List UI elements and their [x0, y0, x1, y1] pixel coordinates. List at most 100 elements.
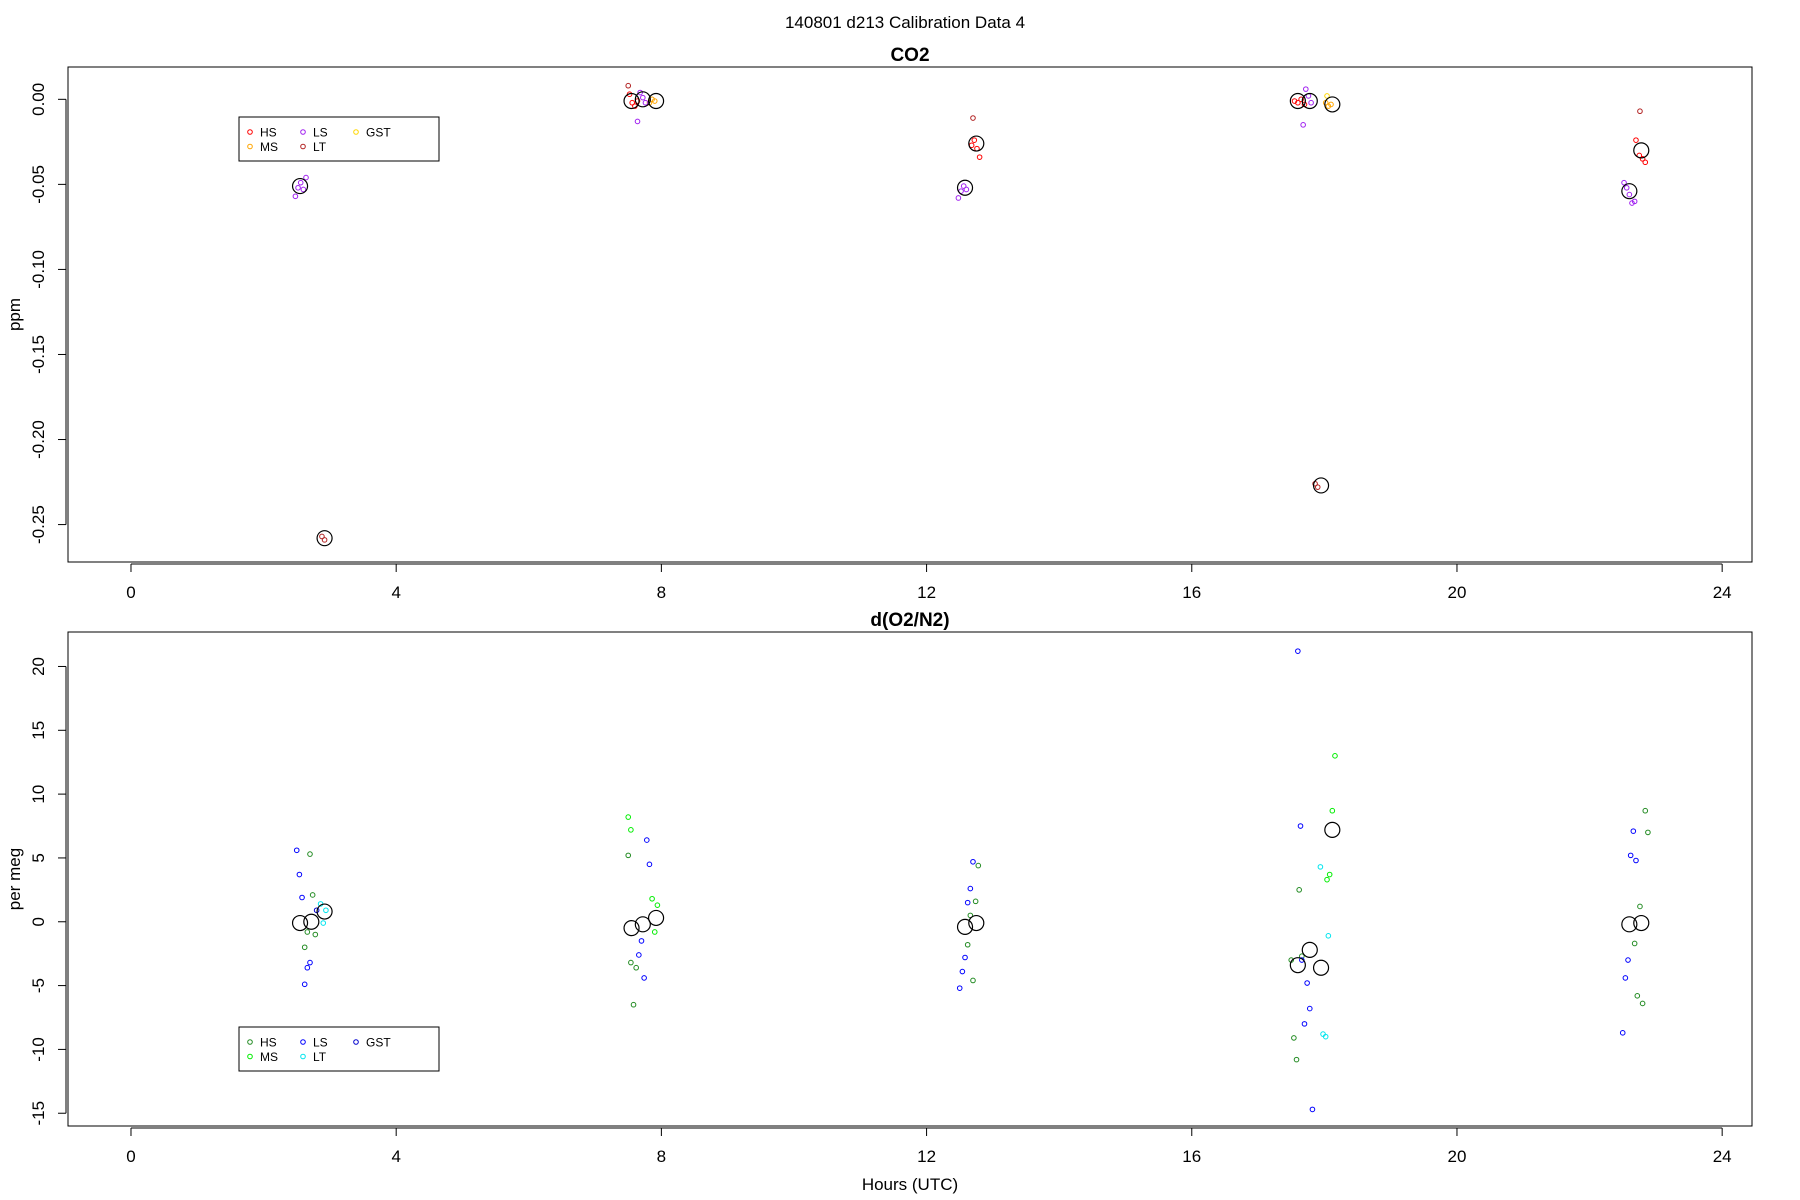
mean-point: [291, 914, 309, 932]
data-point: [976, 154, 983, 160]
data-point: [293, 847, 300, 854]
x-tick-label: 16: [1182, 583, 1201, 602]
data-point: [638, 938, 645, 944]
data-point: [971, 137, 978, 143]
data-point: [303, 174, 309, 181]
data-point: [637, 89, 643, 96]
data-point: [1298, 96, 1304, 103]
mean-point: [1301, 941, 1318, 958]
mean-point: [623, 92, 640, 110]
data-point: [1627, 852, 1634, 859]
legend-marker: [247, 1053, 253, 1060]
y-axis-label: ppm: [5, 298, 24, 331]
data-point: [1639, 1000, 1646, 1007]
data-point: [1295, 648, 1301, 654]
data-point: [651, 929, 658, 935]
data-point: [319, 533, 325, 540]
series-gst: [1324, 93, 1330, 99]
data-point: [320, 920, 327, 926]
mean-point: [1621, 183, 1638, 200]
mean-point: [291, 177, 309, 195]
mean-point: [1312, 959, 1330, 976]
data-point: [307, 851, 313, 857]
data-point: [301, 981, 308, 988]
data-point: [309, 892, 316, 898]
plot-frame: [67, 66, 1753, 563]
x-tick-label: 24: [1713, 583, 1732, 602]
data-point: [1642, 807, 1649, 814]
data-points: [291, 82, 1650, 547]
y-axis-label: per meg: [5, 848, 24, 910]
data-point: [1304, 980, 1310, 986]
legend-label: LS: [313, 1036, 328, 1050]
legend-marker: [247, 143, 253, 150]
legend-marker: [300, 143, 306, 150]
data-point: [964, 941, 971, 948]
x-axis: 0 4 8 12 16 20 24: [126, 563, 1732, 602]
y-tick-label: -0.15: [29, 335, 48, 374]
data-point: [1309, 1106, 1316, 1113]
data-point: [1332, 753, 1338, 759]
mean-point: [956, 179, 974, 196]
data-point: [1303, 86, 1309, 92]
data-point: [1324, 93, 1330, 99]
y-tick-label: 5: [29, 853, 48, 862]
x-tick-label: 20: [1448, 583, 1467, 602]
data-point: [1328, 101, 1334, 108]
data-point: [649, 895, 655, 902]
data-point: [625, 82, 632, 89]
mean-point: [647, 92, 665, 110]
data-point: [960, 183, 967, 189]
data-point: [641, 975, 647, 981]
mean-point: [1312, 477, 1330, 494]
data-point: [642, 99, 649, 106]
data-point: [1637, 108, 1643, 115]
data-point: [629, 99, 636, 106]
data-point: [1317, 864, 1324, 870]
data-point: [956, 985, 963, 991]
mean-point: [647, 909, 665, 927]
legend-label: HS: [260, 126, 277, 140]
series-ms: [625, 753, 1338, 935]
mean-point: [1633, 142, 1650, 159]
x-tick-label: 0: [126, 1147, 135, 1166]
data-point: [633, 964, 639, 971]
data-point: [1322, 1033, 1329, 1040]
legend-label: GST: [366, 126, 391, 140]
legend-marker: [300, 129, 306, 135]
y-tick-label: -0.25: [29, 505, 48, 544]
legend-marker: [353, 1039, 359, 1045]
co2-panel: CO2 0 4 8 12 16 20 24 0.00 -0.05 -0.10 -0.15 -0.20 -0…: [5, 45, 1753, 602]
data-point: [1631, 198, 1638, 205]
data-point: [634, 118, 641, 125]
data-point: [972, 898, 979, 905]
panel-title: d(O2/N2): [870, 610, 949, 631]
mean-point: [316, 530, 333, 547]
data-point: [1306, 1005, 1313, 1012]
data-point: [651, 98, 658, 104]
y-tick-label: -5: [29, 978, 48, 993]
data-point: [304, 929, 311, 935]
data-point: [1291, 1035, 1297, 1041]
legend-label: LS: [313, 126, 328, 140]
data-point: [975, 862, 982, 869]
legend-label: MS: [260, 1050, 278, 1064]
data-point: [1300, 122, 1306, 128]
y-tick-label: 20: [29, 657, 48, 676]
series-hs: [626, 91, 1649, 166]
data-point: [643, 837, 650, 843]
mean-point: [968, 914, 985, 932]
data-point: [1324, 876, 1330, 883]
data-point: [1308, 99, 1314, 106]
legend-marker: [300, 1053, 306, 1060]
mean-point: [1289, 92, 1306, 110]
y-tick-label: -15: [29, 1101, 48, 1126]
panel-title: CO2: [890, 45, 929, 66]
data-point: [1639, 156, 1646, 162]
legend-marker: [247, 129, 253, 135]
mean-point: [1289, 957, 1306, 974]
y-tick-label: 15: [29, 721, 48, 740]
data-point: [312, 931, 319, 938]
x-tick-label: 24: [1713, 1147, 1732, 1166]
